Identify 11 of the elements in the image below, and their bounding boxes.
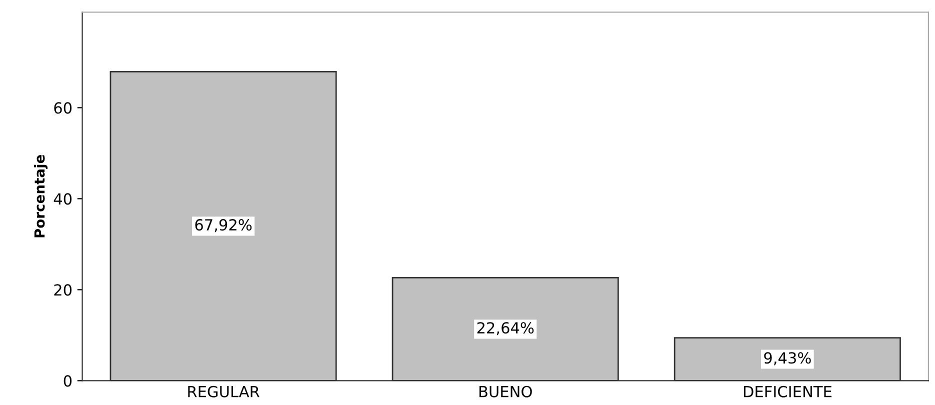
y-tick-label: 40	[54, 193, 72, 205]
y-axis-title: Porcentaje	[34, 154, 48, 238]
y-tick-label: 0	[64, 375, 72, 387]
y-tick-label: 20	[54, 284, 72, 296]
x-tick-label: REGULAR	[188, 386, 260, 398]
data-label: 22,64%	[477, 322, 534, 336]
x-tick-label: DEFICIENTE	[744, 386, 832, 398]
data-label: 9,43%	[764, 352, 811, 366]
x-tick-label: BUENO	[479, 386, 532, 398]
y-tick-label: 60	[54, 102, 72, 114]
data-label: 67,92%	[195, 219, 252, 232]
